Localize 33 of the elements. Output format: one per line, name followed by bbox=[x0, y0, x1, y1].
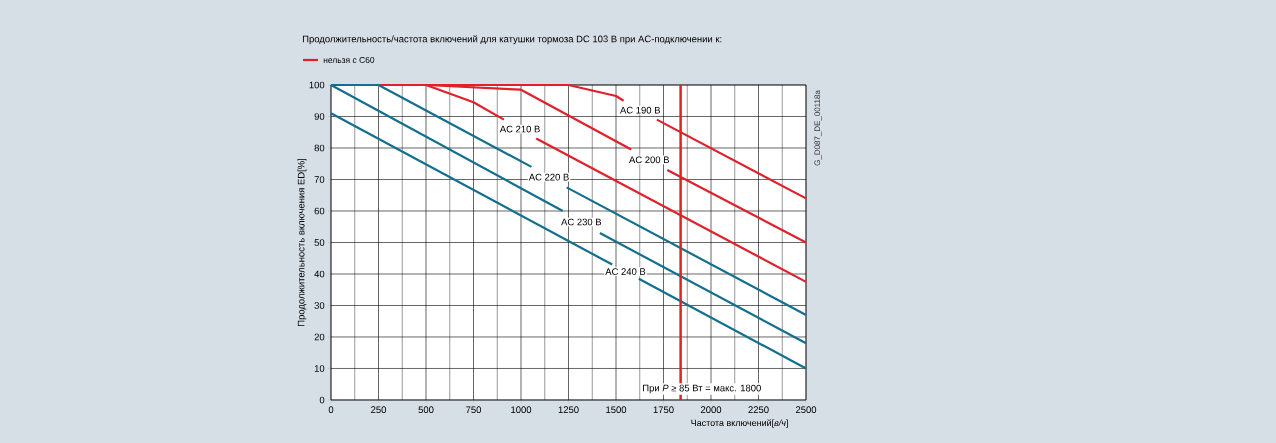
x-tick-label: 1500 bbox=[606, 406, 627, 414]
x-tick-label: 500 bbox=[418, 406, 434, 414]
x-tick-label: 750 bbox=[466, 406, 482, 414]
y-tick-label: 80 bbox=[314, 144, 325, 152]
y-tick-label: 30 bbox=[314, 302, 325, 309]
y-tick-label: 10 bbox=[314, 365, 325, 372]
y-tick-label: 40 bbox=[314, 270, 325, 278]
y-tick-label: 100 bbox=[309, 81, 325, 89]
y-tick-label: 70 bbox=[314, 176, 325, 183]
x-axis-title: Частота включений[в/ч] bbox=[691, 419, 788, 428]
y-tick-label: 0 bbox=[319, 396, 325, 404]
y-axis-title: Продолжительность включения ED[%] bbox=[297, 158, 307, 326]
series-label: AC 220 В bbox=[528, 173, 569, 181]
x-tick-label: 1750 bbox=[653, 406, 674, 414]
y-tick-label: 60 bbox=[314, 207, 325, 215]
x-tick-label: 2250 bbox=[748, 406, 769, 414]
x-tick-label: 1250 bbox=[558, 406, 579, 414]
series-label: AC 210 В bbox=[499, 125, 540, 133]
x-tick-label: 1000 bbox=[511, 406, 532, 414]
x-tick-label: 0 bbox=[328, 406, 334, 414]
series-label: AC 230 В bbox=[561, 218, 602, 226]
series-label: AC 190 В bbox=[620, 106, 660, 114]
series-label: AC 200 В bbox=[629, 156, 669, 164]
y-tick-label: 50 bbox=[314, 239, 325, 246]
x-tick-label: 250 bbox=[371, 406, 387, 414]
y-tick-label: 90 bbox=[314, 113, 325, 120]
x-tick-label: 2000 bbox=[700, 406, 722, 414]
text: нельзя с С60 bbox=[323, 57, 375, 63]
ref-line-label: При P ≥ 85 Вт = макс. 1800 bbox=[643, 384, 761, 394]
series-label: AC 240 В bbox=[605, 268, 646, 275]
chart-title: Продолжительность/частота включений для катушки тормоза DC 103 В при AC-подключении к: bbox=[302, 35, 722, 45]
x-tick-label: 2500 bbox=[795, 406, 817, 414]
y-tick-label: 20 bbox=[314, 333, 325, 341]
